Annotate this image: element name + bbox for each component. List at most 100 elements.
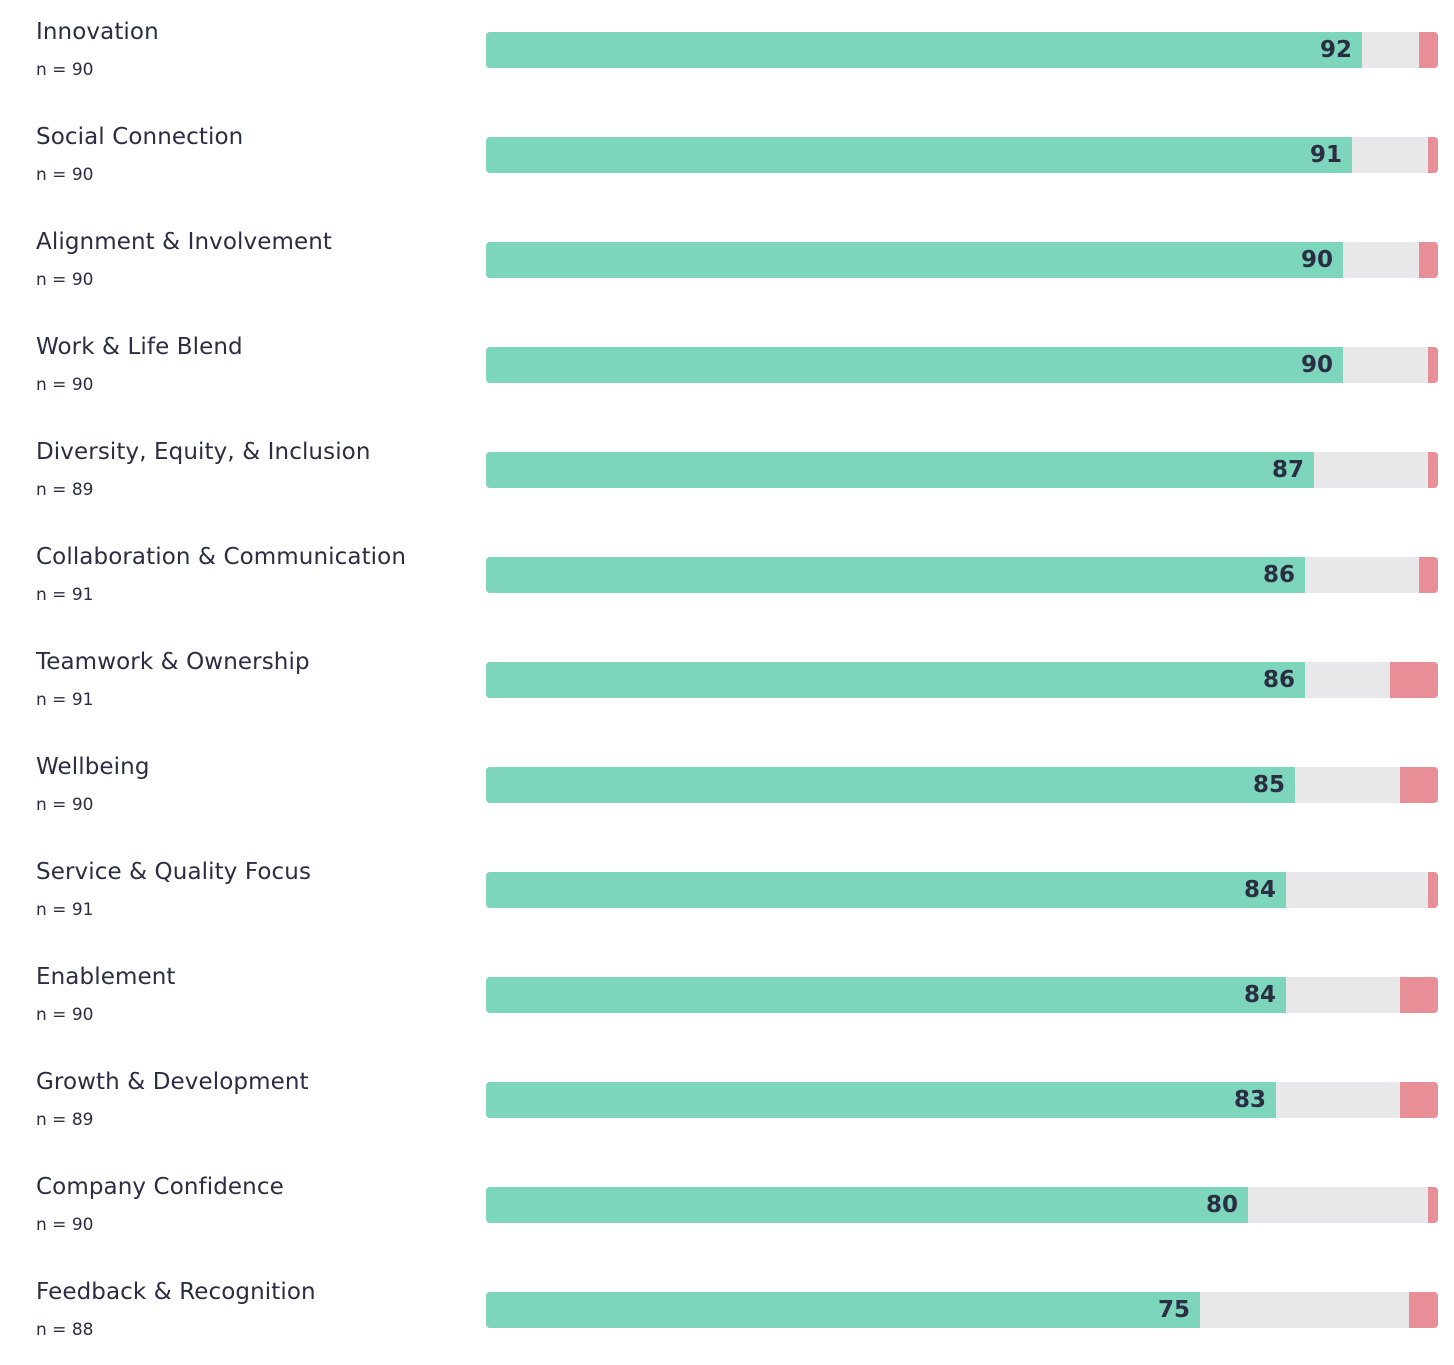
favorable-score-label: 91 (1309, 142, 1342, 168)
favorable-bar (486, 452, 1314, 488)
unfavorable-bar (1419, 32, 1438, 68)
favorable-bar (486, 32, 1362, 68)
unfavorable-bar (1428, 872, 1438, 908)
factor-row: Company Confidence n = 90 80 (0, 1155, 1454, 1260)
factor-row: Teamwork & Ownership n = 91 86 (0, 630, 1454, 735)
factor-row: Enablement n = 90 84 (0, 945, 1454, 1050)
unfavorable-bar (1419, 242, 1438, 278)
unfavorable-bar (1400, 767, 1438, 803)
score-bar-track: 86 (486, 662, 1438, 698)
factor-row: Collaboration & Communication n = 91 86 (0, 525, 1454, 630)
factor-row: Growth & Development n = 89 83 (0, 1050, 1454, 1155)
factor-label: Diversity, Equity, & Inclusion (36, 439, 371, 465)
response-count: n = 90 (36, 165, 94, 185)
neutral-bar (1305, 662, 1390, 698)
response-count: n = 90 (36, 270, 94, 290)
response-count: n = 90 (36, 795, 94, 815)
favorable-bar (486, 1292, 1200, 1328)
score-bar-track: 90 (486, 242, 1438, 278)
factor-row: Diversity, Equity, & Inclusion n = 89 87 (0, 420, 1454, 525)
score-bar-track: 84 (486, 977, 1438, 1013)
neutral-bar (1352, 137, 1428, 173)
favorable-bar (486, 557, 1305, 593)
score-bar-track: 85 (486, 767, 1438, 803)
favorable-bar (486, 137, 1352, 173)
score-bar-track: 75 (486, 1292, 1438, 1328)
factor-row: Work & Life Blend n = 90 90 (0, 315, 1454, 420)
favorable-bar (486, 347, 1343, 383)
factor-row: Service & Quality Focus n = 91 84 (0, 840, 1454, 945)
unfavorable-bar (1428, 452, 1438, 488)
response-count: n = 90 (36, 60, 94, 80)
factor-row: Feedback & Recognition n = 88 75 (0, 1260, 1454, 1365)
favorable-score-label: 86 (1262, 562, 1295, 588)
factor-label: Growth & Development (36, 1069, 309, 1095)
factor-label: Work & Life Blend (36, 334, 243, 360)
unfavorable-bar (1400, 977, 1438, 1013)
neutral-bar (1276, 1082, 1400, 1118)
favorable-score-label: 84 (1243, 982, 1276, 1008)
neutral-bar (1248, 1187, 1428, 1223)
neutral-bar (1314, 452, 1428, 488)
factor-row: Social Connection n = 90 91 (0, 105, 1454, 210)
factor-label: Feedback & Recognition (36, 1279, 316, 1305)
factor-label: Social Connection (36, 124, 244, 150)
response-count: n = 89 (36, 480, 94, 500)
unfavorable-bar (1390, 662, 1438, 698)
favorable-bar (486, 1082, 1276, 1118)
favorable-score-label: 92 (1319, 37, 1352, 63)
response-count: n = 90 (36, 375, 94, 395)
response-count: n = 91 (36, 900, 94, 920)
factor-label: Company Confidence (36, 1174, 284, 1200)
neutral-bar (1343, 347, 1428, 383)
score-bar-track: 84 (486, 872, 1438, 908)
favorable-score-label: 84 (1243, 877, 1276, 903)
score-bar-track: 87 (486, 452, 1438, 488)
factor-row: Innovation n = 90 92 (0, 0, 1454, 105)
unfavorable-bar (1419, 557, 1438, 593)
neutral-bar (1286, 977, 1400, 1013)
factor-label: Collaboration & Communication (36, 544, 407, 570)
favorable-score-label: 87 (1271, 457, 1304, 483)
factor-label: Service & Quality Focus (36, 859, 312, 885)
favorable-score-label: 80 (1205, 1192, 1238, 1218)
unfavorable-bar (1400, 1082, 1438, 1118)
favorable-score-label: 90 (1300, 247, 1333, 273)
favorable-bar (486, 872, 1286, 908)
response-count: n = 91 (36, 690, 94, 710)
factor-label: Wellbeing (36, 754, 150, 780)
response-count: n = 90 (36, 1005, 94, 1025)
response-count: n = 89 (36, 1110, 94, 1130)
favorable-score-label: 85 (1252, 772, 1285, 798)
score-bar-track: 83 (486, 1082, 1438, 1118)
response-count: n = 91 (36, 585, 94, 605)
unfavorable-bar (1428, 1187, 1438, 1223)
score-bar-track: 86 (486, 557, 1438, 593)
favorable-bar (486, 242, 1343, 278)
response-count: n = 88 (36, 1320, 94, 1340)
unfavorable-bar (1428, 347, 1438, 383)
score-bar-track: 91 (486, 137, 1438, 173)
favorable-bar (486, 662, 1305, 698)
factor-label: Innovation (36, 19, 159, 45)
factor-label: Alignment & Involvement (36, 229, 333, 255)
neutral-bar (1200, 1292, 1409, 1328)
favorable-score-label: 75 (1157, 1297, 1190, 1323)
neutral-bar (1362, 32, 1419, 68)
neutral-bar (1343, 242, 1419, 278)
neutral-bar (1286, 872, 1428, 908)
factor-label: Enablement (36, 964, 176, 990)
score-bar-track: 90 (486, 347, 1438, 383)
favorable-score-label: 83 (1233, 1087, 1266, 1113)
unfavorable-bar (1409, 1292, 1438, 1328)
favorable-bar (486, 767, 1295, 803)
response-count: n = 90 (36, 1215, 94, 1235)
favorable-score-label: 90 (1300, 352, 1333, 378)
unfavorable-bar (1428, 137, 1438, 173)
score-bar-track: 80 (486, 1187, 1438, 1223)
favorable-score-label: 86 (1262, 667, 1295, 693)
factor-row: Alignment & Involvement n = 90 90 (0, 210, 1454, 315)
score-bar-track: 92 (486, 32, 1438, 68)
neutral-bar (1305, 557, 1419, 593)
